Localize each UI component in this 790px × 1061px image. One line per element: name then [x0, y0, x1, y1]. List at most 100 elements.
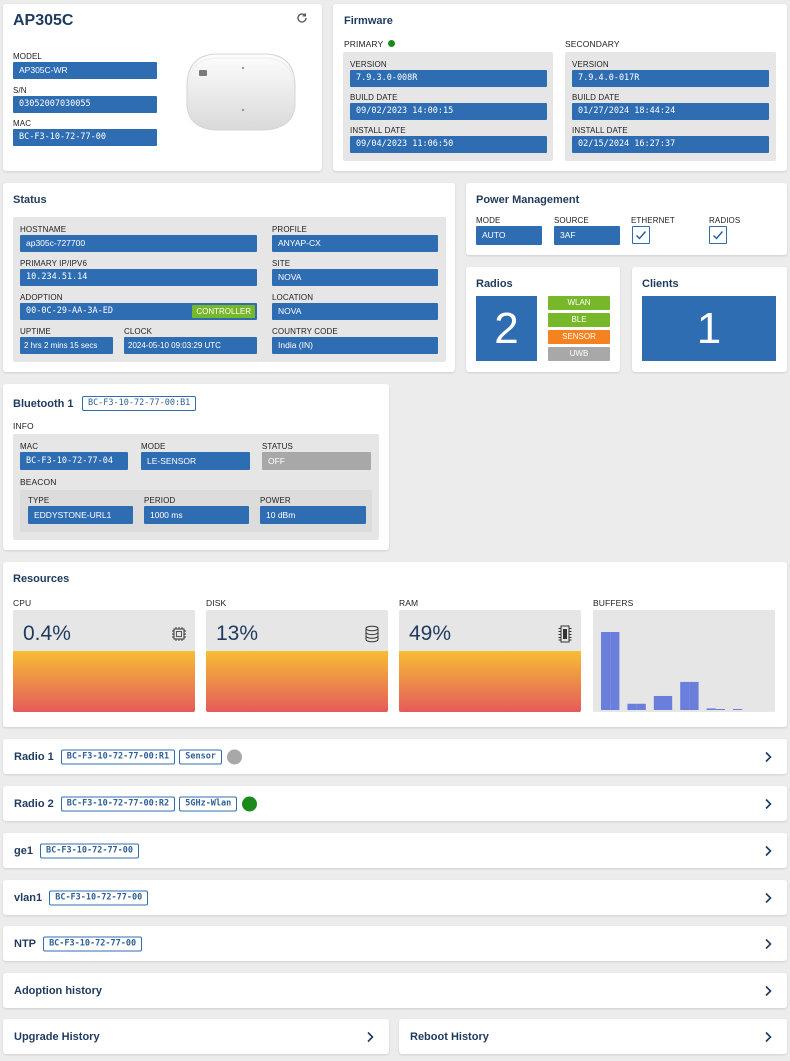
reboot-history-row[interactable]: Reboot History — [399, 1019, 787, 1054]
chevron-right-icon[interactable] — [366, 1031, 375, 1043]
status-card: Status HOSTNAME ap305c-727700 PROFILE AN… — [3, 183, 455, 372]
secondary-build-label: BUILD DATE — [572, 93, 620, 102]
power-mode-value: AUTO — [476, 226, 542, 245]
refresh-icon[interactable] — [296, 12, 308, 24]
radio2-type-tag: 5GHz-Wlan — [179, 796, 238, 811]
uptime-label: UPTIME — [20, 327, 51, 336]
bluetooth-title: Bluetooth 1 — [13, 397, 74, 410]
check-icon — [713, 231, 724, 240]
primary-install-label: INSTALL DATE — [350, 126, 406, 135]
bt-mode-value: LE-SENSOR — [141, 452, 250, 470]
beacon-label: BEACON — [20, 477, 57, 487]
status-panel: HOSTNAME ap305c-727700 PROFILE ANYAP-CX … — [13, 217, 446, 362]
memory-chip-icon — [558, 625, 572, 643]
location-label: LOCATION — [272, 293, 314, 302]
primary-label-text: PRIMARY — [344, 39, 384, 49]
buffers-label: BUFFERS — [593, 598, 634, 608]
clients-count: 1 — [642, 296, 776, 361]
buffer-bar — [653, 695, 663, 710]
buffer-bar — [610, 632, 620, 710]
device-title: AP305C — [13, 12, 74, 29]
ntp-mac-tag: BC-F3-10-72-77-00 — [43, 936, 143, 951]
radios-card: Radios 2 WLAN BLE SENSOR UWB — [466, 267, 620, 372]
clients-card: Clients 1 — [632, 267, 787, 372]
beacon-panel: TYPE EDDYSTONE-URL1 PERIOD 1000 ms POWER… — [20, 490, 372, 532]
country-value: India (IN) — [272, 337, 438, 354]
resources-card: Resources CPU 0.4% DISK 13% RAM 49% BUFF… — [3, 562, 787, 727]
buffer-bar — [733, 709, 743, 710]
disk-label: DISK — [206, 598, 227, 608]
ge1-header: ge1 BC-F3-10-72-77-00 — [14, 843, 140, 858]
chevron-right-icon[interactable] — [764, 892, 773, 904]
clock-label: CLOCK — [124, 327, 153, 336]
controller-badge: CONTROLLER — [192, 305, 255, 318]
radio1-status-dot — [227, 749, 242, 764]
mac-value: BC-F3-10-72-77-00 — [13, 129, 157, 146]
ram-box: 49% — [399, 610, 581, 712]
cpu-box: 0.4% — [13, 610, 195, 712]
radios-label: RADIOS — [709, 216, 741, 225]
radio2-row[interactable]: Radio 2 BC-F3-10-72-77-00:R2 5GHz-Wlan — [3, 786, 787, 821]
clients-title: Clients — [642, 278, 679, 290]
chip-wlan: WLAN — [548, 296, 610, 310]
adoption-mac: 00-0C-29-AA-3A-ED — [26, 306, 113, 316]
primary-version-value: 7.9.3.0-008R — [350, 70, 547, 87]
ntp-row[interactable]: NTP BC-F3-10-72-77-00 — [3, 926, 787, 961]
radio1-mac-tag: BC-F3-10-72-77-00:R1 — [60, 749, 176, 764]
bluetooth-mac-tag: BC-F3-10-72-77-00:B1 — [81, 396, 197, 412]
chevron-right-icon[interactable] — [764, 845, 773, 857]
location-value: NOVA — [272, 303, 438, 320]
buffer-bar — [627, 703, 637, 710]
primary-install-value: 09/04/2023 11:06:50 — [350, 136, 547, 153]
upgrade-history-row[interactable]: Upgrade History — [3, 1019, 389, 1054]
device-image — [180, 53, 300, 131]
adoption-label: ADOPTION — [20, 293, 63, 302]
primary-build-value: 09/02/2023 14:00:15 — [350, 103, 547, 120]
model-value: AP305C-WR — [13, 62, 157, 79]
primary-label: PRIMARY — [344, 39, 395, 49]
primary-status-dot — [387, 40, 395, 47]
adoption-history-row[interactable]: Adoption history — [3, 973, 787, 1008]
beacon-period-label: PERIOD — [144, 496, 176, 505]
chevron-right-icon[interactable] — [764, 798, 773, 810]
power-source-value: 3AF — [554, 226, 620, 245]
beacon-type-label: TYPE — [28, 496, 50, 505]
ntp-header: NTP BC-F3-10-72-77-00 — [14, 936, 143, 951]
power-title: Power Management — [476, 194, 580, 206]
secondary-version-label: VERSION — [572, 60, 609, 69]
beacon-power-label: POWER — [260, 496, 291, 505]
ethernet-checkbox[interactable] — [632, 226, 650, 244]
radios-count: 2 — [476, 296, 537, 361]
clock-value: 2024-05-10 09:03:29 UTC — [124, 337, 257, 354]
uptime-value: 2 hrs 2 mins 15 secs — [20, 337, 113, 354]
bt-mac-label: MAC — [20, 442, 39, 451]
hostname-value: ap305c-727700 — [20, 235, 257, 252]
ram-level-fill — [399, 650, 581, 712]
bt-status-value: OFF — [262, 452, 371, 470]
chevron-right-icon[interactable] — [764, 985, 773, 997]
radio2-status-dot — [242, 796, 258, 811]
chevron-right-icon[interactable] — [764, 938, 773, 950]
chevron-right-icon[interactable] — [764, 1031, 773, 1043]
cpu-icon — [172, 627, 186, 641]
buffers-box — [593, 610, 775, 712]
radio1-row[interactable]: Radio 1 BC-F3-10-72-77-00:R1 Sensor — [3, 739, 787, 774]
cpu-level-fill — [13, 650, 195, 712]
mac-label: MAC — [13, 119, 32, 128]
model-label: MODEL — [13, 52, 42, 61]
firmware-card: Firmware PRIMARY VERSION 7.9.3.0-008R BU… — [333, 4, 787, 171]
ethernet-label: ETHERNET — [631, 216, 675, 225]
buffer-bar — [601, 632, 611, 710]
radio-chips: WLAN BLE SENSOR UWB — [548, 296, 610, 364]
buffer-bar — [680, 681, 690, 710]
ge1-row[interactable]: ge1 BC-F3-10-72-77-00 — [3, 833, 787, 868]
vlan1-row[interactable]: vlan1 BC-F3-10-72-77-00 — [3, 880, 787, 915]
chevron-right-icon[interactable] — [764, 751, 773, 763]
site-value: NOVA — [272, 269, 438, 286]
chip-uwb: UWB — [548, 347, 610, 361]
radios-checkbox[interactable] — [709, 226, 727, 244]
status-title: Status — [13, 194, 47, 206]
ram-label: RAM — [399, 598, 419, 608]
ntp-title: NTP — [14, 937, 36, 950]
disk-value: 13% — [216, 622, 259, 645]
